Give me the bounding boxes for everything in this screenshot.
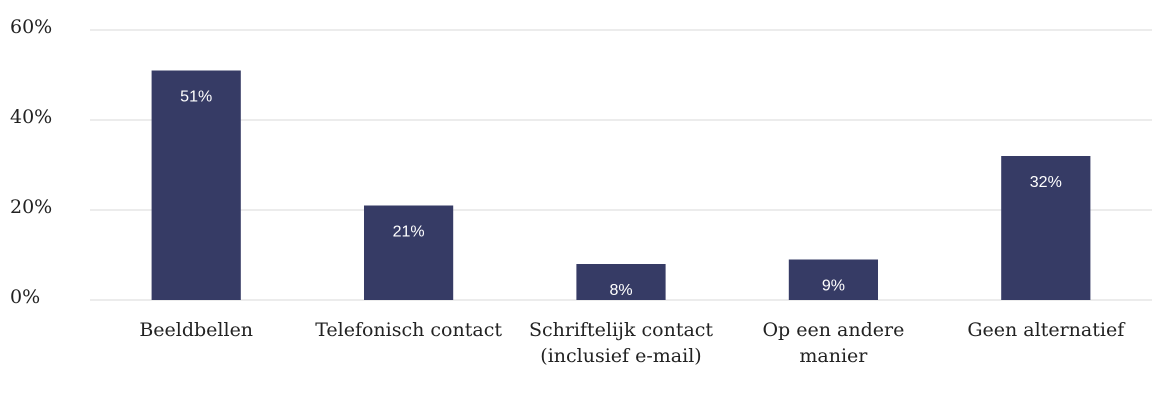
value-label: 9% — [822, 278, 845, 295]
value-label: 21% — [393, 224, 425, 241]
value-label: 32% — [1030, 174, 1062, 191]
y-tick-label: 20% — [10, 196, 52, 218]
y-tick-label: 60% — [10, 16, 52, 38]
value-label: 8% — [609, 282, 632, 299]
bar — [363, 205, 454, 300]
bar — [151, 70, 241, 300]
value-label: 51% — [180, 89, 212, 106]
x-tick-label: Telefonisch contact — [315, 319, 502, 341]
x-tick-label: Schriftelijk contact (inclusief e-mail) — [528, 319, 714, 367]
x-tick-label: Beeldbellen — [139, 319, 254, 341]
x-tick-label: Op een andere manier — [762, 319, 905, 367]
bar — [576, 264, 666, 300]
bar — [788, 259, 879, 300]
bar — [1001, 156, 1091, 300]
y-tick-label: 0% — [10, 286, 40, 308]
x-tick-label: Geen alternatief — [967, 319, 1125, 341]
y-tick-label: 40% — [10, 106, 52, 128]
